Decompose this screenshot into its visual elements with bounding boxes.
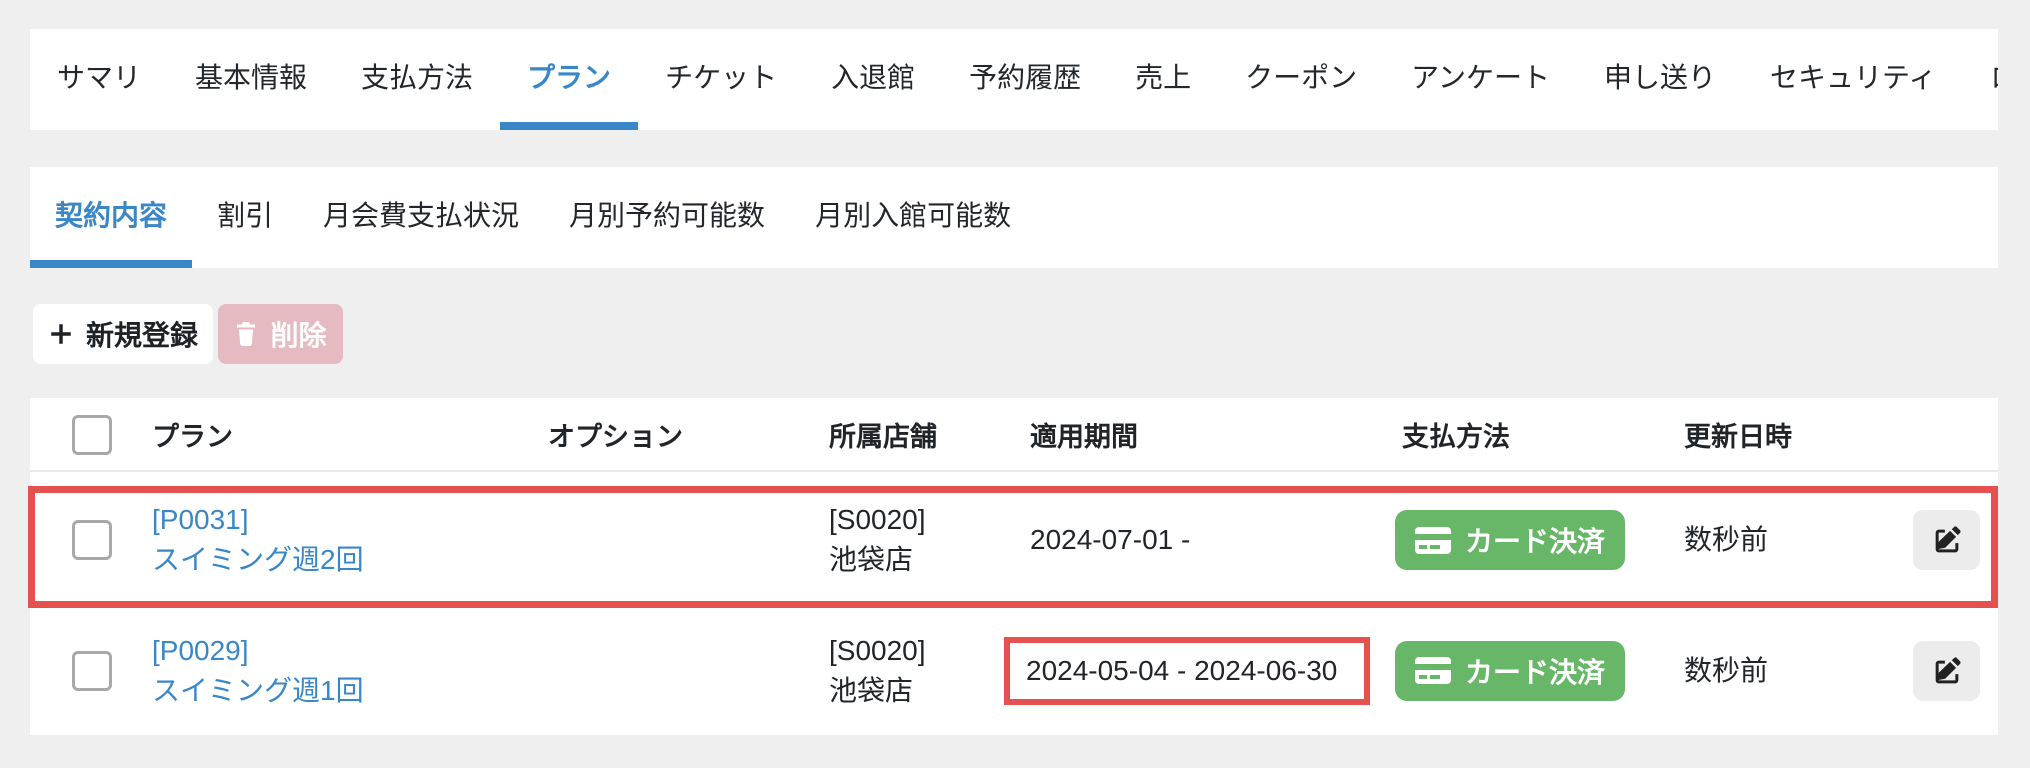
payment-badge: カード決済	[1395, 510, 1626, 570]
header-payment: 支払方法	[1402, 421, 1510, 452]
store-code: [S0020]	[829, 504, 926, 535]
plus-icon	[48, 321, 74, 347]
table-row: [P0031] スイミング週2回 [S0020] 池袋店 2024-07-01 …	[28, 472, 1998, 608]
store-cell: [S0020] 池袋店	[829, 472, 926, 608]
plan-cell: [P0029] スイミング週1回	[152, 608, 364, 733]
subtab-contract-details[interactable]: 契約内容	[30, 167, 193, 268]
row-checkbox[interactable]	[72, 650, 112, 691]
select-all-checkbox[interactable]	[72, 415, 112, 455]
edit-icon	[1930, 523, 1964, 557]
subtab-monthly-fee-status[interactable]: 月会費支払状況	[323, 199, 520, 231]
credit-card-icon	[1415, 657, 1451, 684]
tab-coupon[interactable]: クーポン	[1245, 61, 1358, 93]
period-highlight-border: 2024-05-04 - 2024-06-30	[1004, 636, 1370, 705]
payment-badge: カード決済	[1395, 640, 1626, 701]
tab-handover[interactable]: 申し送り	[1604, 61, 1717, 93]
tab-reservation-history[interactable]: 予約履歴	[969, 61, 1082, 93]
updated-cell: 数秒前	[1684, 472, 1768, 608]
edit-icon	[1930, 654, 1964, 688]
updated-cell: 数秒前	[1684, 608, 1768, 733]
plan-name-link[interactable]: スイミング週2回	[152, 544, 364, 575]
row-checkbox[interactable]	[72, 520, 112, 560]
store-name: 池袋店	[829, 674, 914, 706]
period-cell: 2024-05-04 - 2024-06-30	[1004, 608, 1370, 733]
period-value: 2024-07-01 -	[1030, 524, 1191, 555]
plan-cell: [P0031] スイミング週2回	[152, 472, 364, 608]
subtab-monthly-entry-count[interactable]: 月別入館可能数	[815, 199, 1012, 231]
new-registration-button[interactable]: 新規登録	[33, 304, 213, 364]
tab-log[interactable]: ログ	[1963, 29, 1998, 130]
tab-plan[interactable]: プラン	[500, 29, 639, 130]
header-period: 適用期間	[1030, 421, 1138, 452]
header-option: オプション	[548, 421, 683, 452]
period-cell: 2024-07-01 -	[1030, 472, 1190, 608]
tab-security[interactable]: セキュリティ	[1770, 61, 1937, 93]
table-header-row: プラン オプション 所属店舗 適用期間 支払方法 更新日時	[30, 398, 1998, 472]
row-checkbox-cell	[72, 608, 112, 733]
edit-button[interactable]	[1913, 510, 1980, 570]
header-updated: 更新日時	[1684, 421, 1792, 452]
credit-card-icon	[1415, 526, 1451, 554]
updated-value: 数秒前	[1684, 654, 1769, 686]
header-plan: プラン	[152, 421, 233, 452]
trash-icon	[234, 321, 258, 347]
tab-basic-info[interactable]: 基本情報	[195, 61, 308, 93]
payment-label: カード決済	[1465, 656, 1606, 688]
new-registration-label: 新規登録	[85, 320, 198, 351]
tab-payment-method[interactable]: 支払方法	[361, 61, 474, 93]
plan-code-link[interactable]: [P0031]	[152, 504, 249, 535]
payment-label: カード決済	[1465, 526, 1606, 557]
plan-code-link[interactable]: [P0029]	[152, 634, 249, 666]
tab-sales[interactable]: 売上	[1135, 61, 1192, 93]
plan-table: プラン オプション 所属店舗 適用期間 支払方法 更新日時 [P0031] スイ…	[28, 398, 1998, 735]
tab-ticket[interactable]: チケット	[665, 61, 778, 93]
main-tab-bar: サマリ 基本情報 支払方法 プラン チケット 入退館 予約履歴 売上 クーポン …	[30, 29, 1998, 130]
subtab-discount[interactable]: 割引	[217, 199, 274, 231]
tab-entry-exit[interactable]: 入退館	[831, 61, 916, 93]
tab-summary[interactable]: サマリ	[57, 61, 142, 93]
store-code: [S0020]	[829, 634, 926, 666]
subtab-monthly-reservable-count[interactable]: 月別予約可能数	[569, 199, 766, 231]
plan-name-link[interactable]: スイミング週1回	[152, 674, 364, 706]
store-cell: [S0020] 池袋店	[829, 608, 926, 733]
store-name: 池袋店	[829, 544, 914, 575]
table-row: [P0029] スイミング週1回 [S0020] 池袋店 2024-05-04 …	[30, 608, 1998, 733]
header-store: 所属店舗	[829, 421, 937, 452]
tab-survey[interactable]: アンケート	[1411, 61, 1551, 93]
row-checkbox-cell	[72, 472, 112, 608]
delete-button[interactable]: 削除	[218, 304, 343, 364]
sub-tab-bar: 契約内容 割引 月会費支払状況 月別予約可能数 月別入館可能数	[30, 167, 1998, 268]
edit-button[interactable]	[1913, 640, 1980, 701]
updated-value: 数秒前	[1684, 524, 1769, 555]
delete-label: 削除	[270, 320, 327, 351]
